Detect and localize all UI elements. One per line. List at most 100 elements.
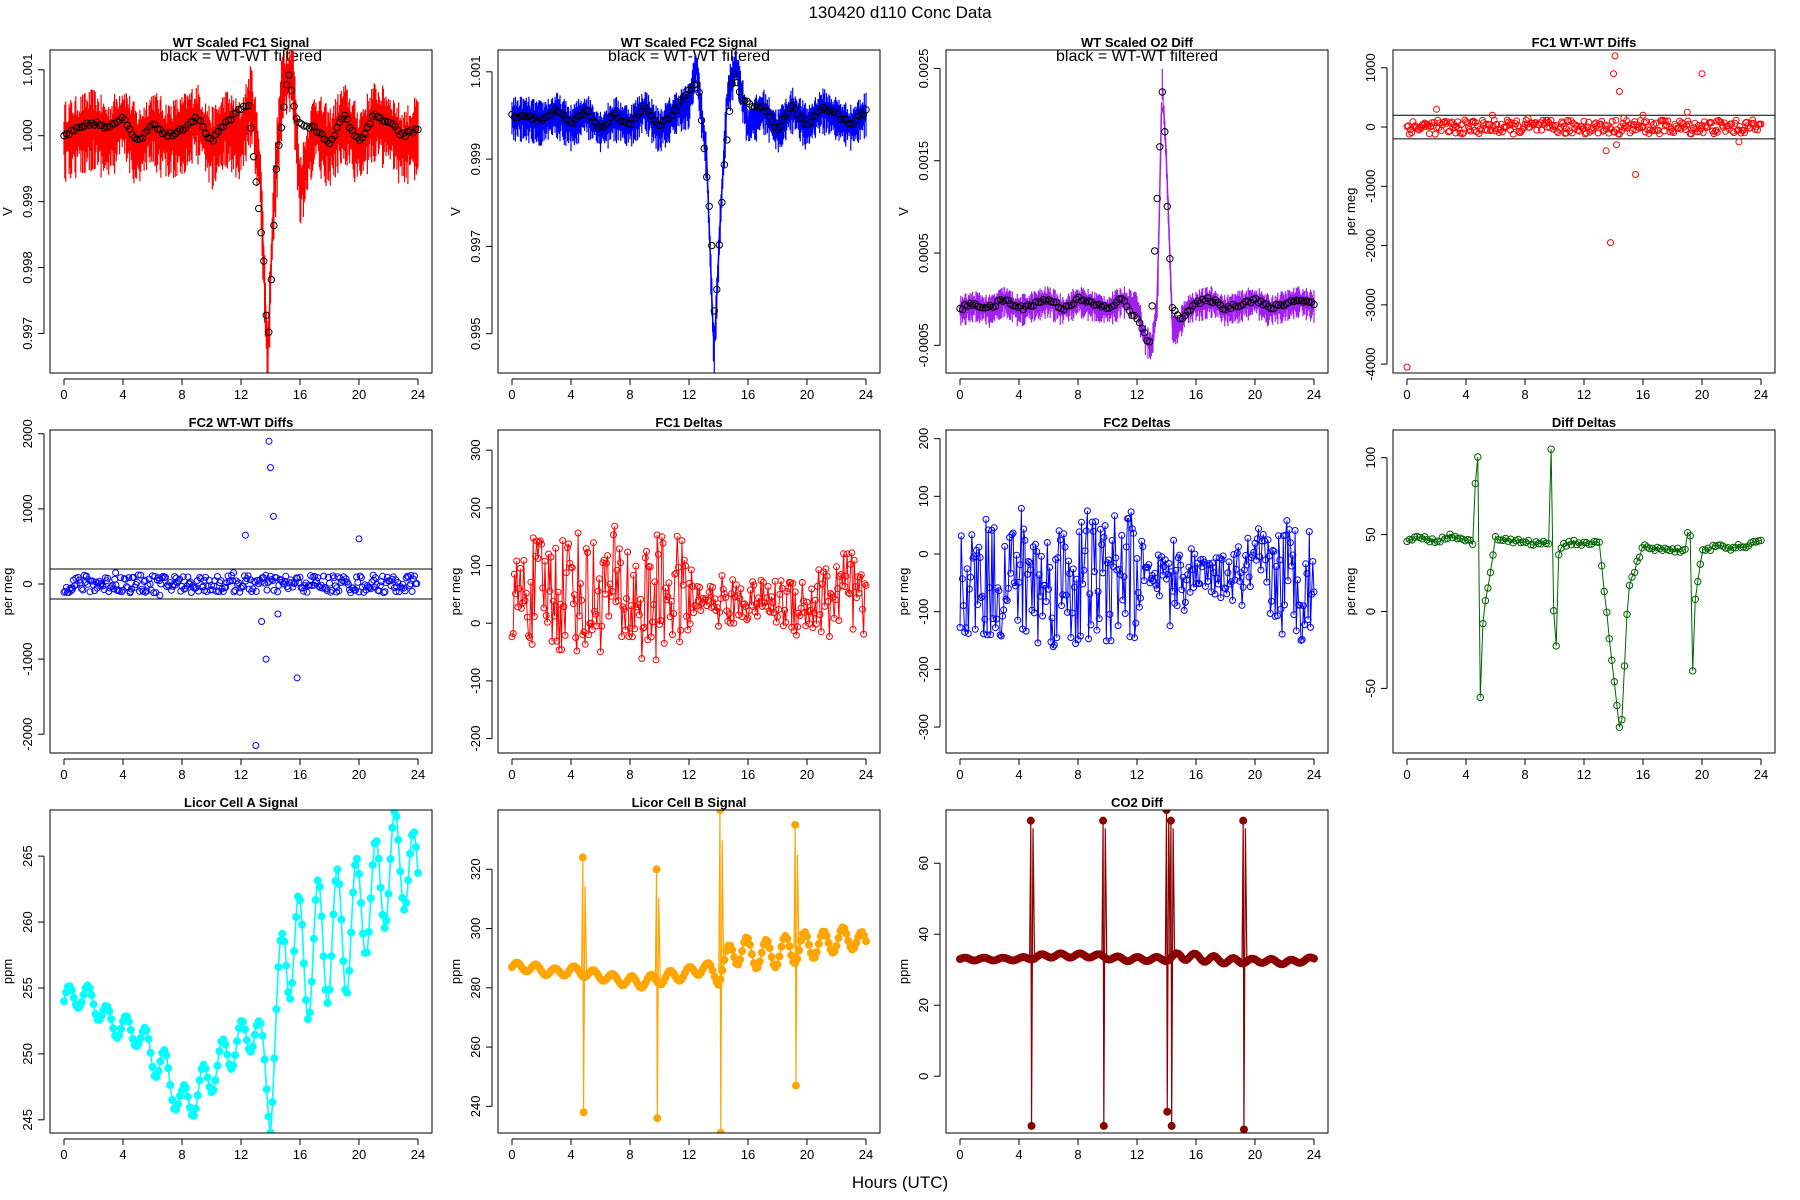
data-point [1079,580,1087,588]
data-point [1156,143,1164,151]
data-point [1214,580,1222,588]
plot-area [1403,445,1765,731]
data-point [710,307,718,315]
panel-fc2-wtwt: FC2 WT-WT Diffs per meg 0 4 8 12 16 20 24 -2000 -1… [0,415,433,782]
data-point [964,630,972,637]
data-point [1166,255,1174,263]
data-point [1065,557,1073,565]
y-axis-label: per meg [0,568,15,616]
data-point [267,464,274,472]
data-point [1072,295,1081,303]
data-point [716,608,724,616]
plot-frame [945,49,1329,374]
data-point [1153,585,1161,593]
x-tick-label: 20 [352,767,366,782]
data-point [104,574,112,582]
y-tick-label: 0.0005 [916,233,931,273]
data-point [326,579,333,587]
spike-marker [1027,1121,1036,1130]
data-point [133,135,142,144]
data-point [809,624,817,632]
x-tick-label: 16 [1636,767,1650,782]
data-point [1264,536,1272,544]
data-point [1513,117,1521,125]
data-point [1443,118,1451,126]
spike-line [1029,820,1036,1126]
x-tick-label: 16 [741,387,755,402]
data-point [1155,592,1163,600]
plot-frame [49,809,433,1134]
series-line [511,526,867,660]
data-point [1170,536,1178,544]
data-point [1083,507,1091,515]
data-point [97,580,105,588]
data-point [692,80,701,88]
data-point [1209,298,1217,307]
data-point [1196,580,1203,588]
y-tick-label: 1.001 [468,56,483,89]
data-point [1173,602,1181,610]
data-point [526,634,534,641]
data-point [1092,301,1101,309]
data-point [406,126,415,135]
data-point [1305,528,1313,536]
data-point [355,535,363,543]
data-point [143,126,152,135]
data-point [592,610,600,618]
spike-marker [578,853,587,862]
data-point [569,119,577,128]
data-point [1238,601,1246,609]
data-point [556,600,564,608]
data-point [664,593,672,601]
data-point [141,129,149,137]
data-point [962,624,970,632]
data-point [1168,587,1176,595]
data-point [330,574,338,582]
data-point [1260,537,1268,545]
data-point [1054,554,1062,562]
data-point [560,603,568,611]
data-point [732,581,740,589]
y-tick-label: -300 [916,714,931,740]
data-point [551,612,558,620]
data-point [186,118,195,126]
data-point [1089,527,1097,535]
data-point [967,573,975,581]
data-point [1002,595,1010,603]
x-tick-label: 12 [682,387,696,402]
data-point [110,585,118,593]
data-point [715,241,723,249]
data-point [1184,571,1192,579]
data-point [1263,578,1271,586]
data-point [792,631,800,639]
data-point [244,102,253,110]
data-point [601,590,609,598]
data-point [995,587,1003,595]
data-point [1016,561,1024,569]
data-point [1748,119,1756,127]
plot-area [60,50,422,373]
data-point [1484,584,1492,592]
data-point [665,114,673,123]
data-point [704,596,712,604]
data-point [244,572,252,580]
data-point [1421,120,1429,128]
data-point [697,607,705,614]
data-point [674,563,682,571]
data-point [618,633,626,641]
y-axis-label: V [896,207,911,216]
data-point [1077,296,1086,305]
data-point [137,571,145,579]
x-tick-label: 0 [60,1147,67,1162]
data-point [1191,550,1199,558]
panel-title: Licor Cell A Signal [184,795,298,810]
data-point [652,656,660,664]
y-tick-label: 240 [468,1095,483,1117]
data-point [1301,621,1309,629]
data-point [1536,119,1544,127]
data-point [78,585,86,593]
data-point [1518,127,1525,135]
data-point [669,631,676,639]
data-point [1047,298,1055,306]
